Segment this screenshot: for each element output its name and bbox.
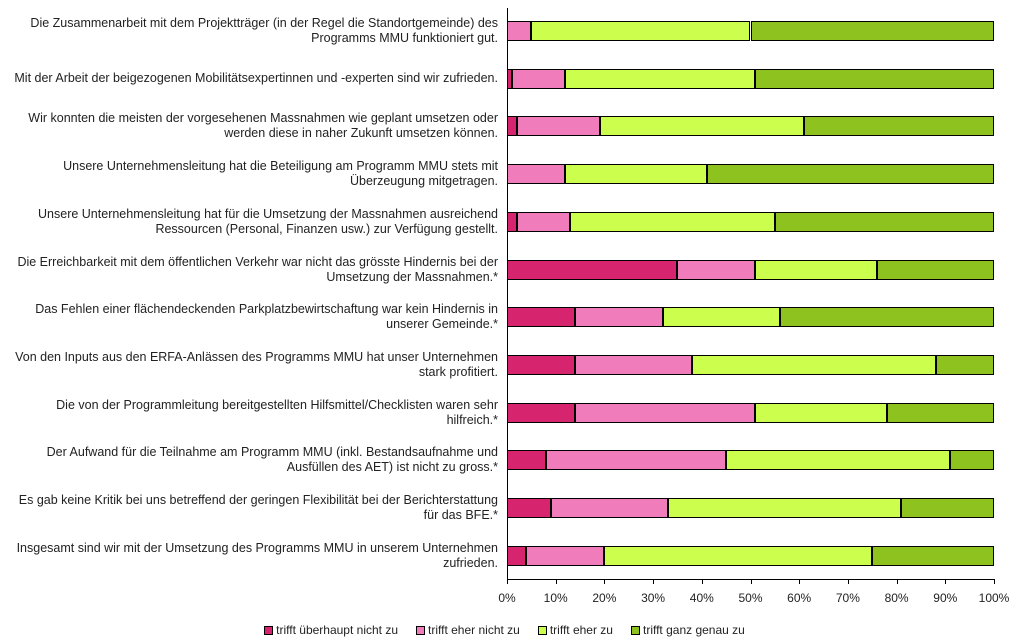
category-label: Das Fehlen einer flächendeckenden Parkpl… <box>35 302 498 332</box>
x-tick-label: 30% <box>641 591 666 605</box>
bar-segment <box>950 450 994 471</box>
tick-mark <box>847 579 849 584</box>
x-tick-label: 10% <box>543 591 568 605</box>
bar-segment <box>667 498 902 518</box>
category-label: Von den Inputs aus den ERFA-Anlässen des… <box>15 349 498 379</box>
category-label: Die Zusammenarbeit mit dem Projektträger… <box>30 16 498 45</box>
bar-segment <box>755 402 887 423</box>
x-tick-label: 60% <box>787 591 812 605</box>
bar-segment <box>507 498 551 518</box>
bar-segment <box>507 307 576 328</box>
y-axis <box>507 8 508 580</box>
bar-segment <box>755 68 994 89</box>
tick-mark <box>604 579 606 584</box>
bar-segment <box>877 259 994 280</box>
bar-segment <box>507 545 527 566</box>
bar-segment <box>550 498 668 518</box>
bar-segment <box>516 116 600 137</box>
bar-segment <box>872 545 994 566</box>
x-tick-label: 100% <box>978 591 1009 605</box>
legend-item: trifft ganz genau zu <box>630 623 745 637</box>
bar-segment <box>755 259 878 280</box>
bar-segment <box>565 68 756 89</box>
category-label: Mit der Arbeit der beigezogenen Mobilitä… <box>14 71 498 86</box>
tick-mark <box>701 579 703 584</box>
x-tick-label: 90% <box>933 591 958 605</box>
legend-item: trifft eher nicht zu <box>416 623 520 637</box>
tick-mark <box>750 579 752 584</box>
tick-mark <box>799 579 801 584</box>
x-tick-label: 50% <box>738 591 763 605</box>
bar-segment <box>575 402 756 423</box>
x-tick-label: 80% <box>884 591 909 605</box>
legend-swatch <box>630 625 640 635</box>
bar-segment <box>531 21 751 41</box>
bar-segment <box>507 164 566 185</box>
tick-mark <box>994 579 995 584</box>
bar-segment <box>575 354 693 375</box>
x-tick-label: 0% <box>498 591 516 605</box>
bar-segment <box>706 164 994 185</box>
tick-mark <box>555 579 557 584</box>
category-label: Die Erreichbarkeit mit dem öffentlichen … <box>17 254 498 284</box>
tick-mark <box>945 579 947 584</box>
bar-segment <box>726 450 951 471</box>
bar-segment <box>511 68 566 89</box>
bar-segment <box>779 307 994 328</box>
bar-segment <box>507 116 517 137</box>
legend-item: trifft überhaupt nicht zu <box>264 623 398 637</box>
bar-segment <box>604 545 873 566</box>
legend: trifft überhaupt nicht zu trifft eher nic… <box>0 623 1009 637</box>
category-label: Unsere Unternehmensleitung hat für die U… <box>38 206 498 236</box>
bar-segment <box>507 21 532 41</box>
tick-mark <box>507 579 508 584</box>
bar-segment <box>662 307 780 328</box>
legend-label: trifft eher zu <box>549 623 613 637</box>
x-tick-label: 40% <box>689 591 714 605</box>
x-tick-label: 20% <box>592 591 617 605</box>
category-label: Die von der Programmleitung bereitgestel… <box>56 397 498 427</box>
bar-segment <box>901 498 994 518</box>
legend-swatch <box>416 625 426 635</box>
bar-segment <box>507 259 678 280</box>
bar-segment <box>774 211 994 232</box>
bar-segment <box>526 545 605 566</box>
legend-label: trifft eher nicht zu <box>428 623 520 637</box>
bar-segment <box>750 21 994 41</box>
bar-segment <box>545 450 727 471</box>
category-label: Unsere Unternehmensleitung hat die Betei… <box>63 159 498 189</box>
legend-swatch <box>537 625 547 635</box>
bar-segment <box>570 211 775 232</box>
bar-segment <box>886 402 994 423</box>
category-label: Insgesamt sind wir mit der Umsetzung des… <box>16 540 498 570</box>
bar-segment <box>507 354 576 375</box>
legend-label: trifft ganz genau zu <box>642 623 745 637</box>
bar-segment <box>516 211 571 232</box>
tick-mark <box>896 579 898 584</box>
bar-segment <box>575 307 663 328</box>
bar-segment <box>692 354 936 375</box>
x-tick-label: 70% <box>835 591 860 605</box>
bar-segment <box>804 116 994 137</box>
bar-segment <box>935 354 994 375</box>
category-label: Der Aufwand für die Teilnahme am Program… <box>46 445 498 475</box>
category-label: Wir konnten die meisten der vorgesehenen… <box>28 111 498 141</box>
bar-segment <box>507 68 512 89</box>
legend-label: trifft überhaupt nicht zu <box>276 623 399 637</box>
bar-segment <box>507 211 517 232</box>
bar-segment <box>677 259 756 280</box>
category-label: Es gab keine Kritik bei uns betreffend d… <box>18 493 498 522</box>
bar-segment <box>507 450 546 471</box>
bar-segment <box>565 164 707 185</box>
bar-segment <box>507 402 576 423</box>
legend-swatch <box>264 625 274 635</box>
bar-segment <box>599 116 805 137</box>
legend-item: trifft eher zu <box>537 623 613 637</box>
tick-mark <box>653 579 655 584</box>
